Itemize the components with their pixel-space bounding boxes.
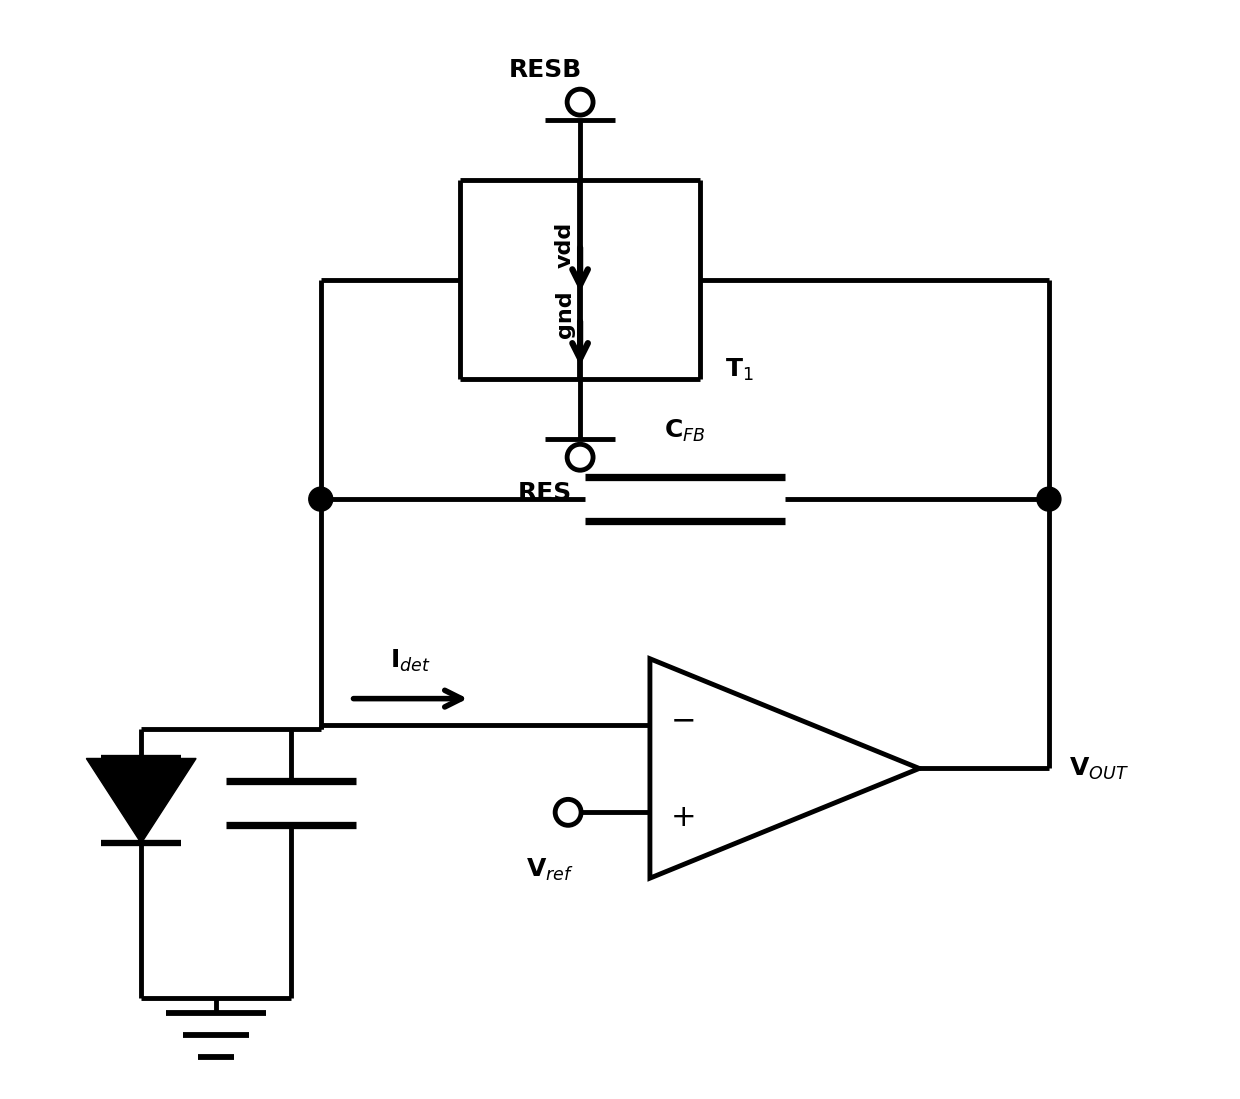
Text: $+$: $+$ [670,803,694,832]
Text: gnd: gnd [556,291,575,338]
Polygon shape [87,758,196,843]
Circle shape [567,444,593,470]
Text: T$_1$: T$_1$ [724,356,754,382]
Text: V$_{ref}$: V$_{ref}$ [526,857,574,884]
Text: RESB: RESB [508,58,582,82]
Text: V$_{OUT}$: V$_{OUT}$ [1069,755,1128,781]
Text: RES: RES [518,481,573,506]
Text: C$_{FB}$: C$_{FB}$ [665,418,706,444]
Text: I$_{det}$: I$_{det}$ [391,647,432,674]
Text: vdd: vdd [556,222,575,268]
Circle shape [309,487,332,511]
Circle shape [556,799,582,825]
Circle shape [567,89,593,115]
Text: $-$: $-$ [670,706,694,734]
Circle shape [1037,487,1061,511]
